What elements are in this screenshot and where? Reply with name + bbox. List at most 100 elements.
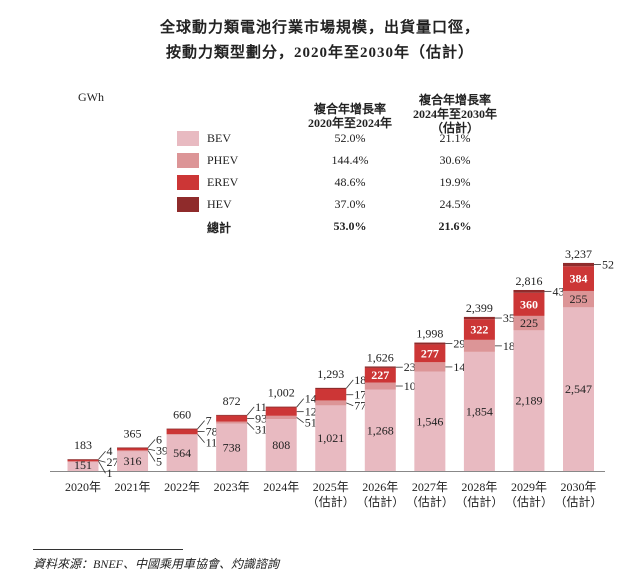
x-tick-label: 2021年 [115, 480, 151, 494]
header-line: （估計） [430, 121, 479, 135]
data-label-bev: 1,854 [466, 404, 493, 418]
source-divider [33, 549, 183, 550]
data-label-bev: 151 [74, 458, 92, 472]
x-tick-label: （估計） [356, 494, 404, 509]
leader-line [345, 379, 354, 389]
bar-erev-7 [414, 344, 446, 363]
total-label: 1,998 [416, 327, 443, 341]
bar-erev-3 [216, 415, 248, 422]
data-label-erev: 93 [255, 412, 267, 426]
leader-line [98, 450, 106, 460]
data-label-phev: 5 [156, 454, 162, 468]
bar-phev-6 [364, 382, 396, 390]
cagr-2024-2030-value: 19.9% [439, 175, 471, 189]
bar-hev-1 [117, 447, 149, 449]
bar-bev-8 [463, 351, 495, 471]
header-line: 2020年至2024年 [307, 116, 392, 130]
data-label-erev: 277 [421, 346, 439, 360]
x-tick-label: （估計） [554, 494, 602, 509]
bar-hev-3 [216, 414, 248, 416]
bar-phev-3 [216, 421, 248, 424]
bar-phev-7 [414, 362, 446, 372]
bar-phev-9 [513, 315, 545, 331]
legend-swatch-hev [177, 197, 199, 212]
data-label-phev: 11 [206, 436, 218, 450]
x-tick-label: （估計） [455, 494, 503, 509]
bar-bev-10 [563, 307, 594, 471]
bar-erev-8 [463, 319, 495, 340]
stacked-bar-chart: 15142711832020年31663953652021年5647781166… [50, 247, 614, 509]
total-label: 2,816 [515, 274, 542, 288]
x-tick-label: 2022年 [164, 480, 200, 494]
bar-phev-10 [563, 290, 594, 308]
total-label: 660 [173, 408, 191, 422]
x-tick-label: （估計） [505, 494, 553, 509]
cagr-2024-2030-value: 30.6% [439, 153, 471, 167]
cagr-header-2024-2030: 複合年增長率 2024年至2030年 （估計） [395, 93, 515, 135]
leader-line [98, 459, 106, 463]
legend-label: EREV [207, 175, 239, 189]
bar-erev-4 [265, 407, 297, 416]
total-label: 365 [124, 426, 142, 440]
data-label-hev: 18 [354, 373, 366, 387]
legend-label: HEV [207, 197, 232, 211]
legend-label: PHEV [207, 153, 239, 167]
data-label-erev: 360 [520, 297, 538, 311]
bar-bev-7 [414, 371, 446, 471]
bar-hev-2 [166, 428, 198, 430]
cagr-2024-2030-value: 24.5% [439, 197, 471, 211]
x-tick-label: 2029年 [511, 480, 547, 494]
cagr-2024-2030-value: 21.1% [439, 131, 471, 145]
data-label-hev: 35 [503, 311, 515, 325]
data-label-hev: 11 [255, 400, 267, 414]
data-label-phev: 255 [570, 292, 588, 306]
data-label-erev: 39 [156, 443, 168, 457]
x-tick-label: （估計） [406, 494, 454, 509]
leader-line [98, 461, 106, 474]
bar-hev-10 [563, 262, 594, 267]
bar-hev-6 [364, 366, 396, 368]
legend-swatch-bev [177, 131, 199, 146]
data-label-phev: 77 [354, 399, 366, 413]
legend-swatch-erev [177, 175, 199, 190]
total-cagr-2020-2024: 53.0% [333, 219, 367, 233]
bar-bev-6 [364, 389, 396, 471]
data-label-erev: 384 [570, 272, 588, 286]
total-label: 1,002 [268, 386, 295, 400]
total-label: 3,237 [565, 247, 592, 261]
bar-phev-5 [315, 400, 347, 406]
leader-line [147, 450, 156, 462]
bar-phev-1 [117, 450, 149, 452]
total-label: 1,293 [317, 367, 344, 381]
data-label-bev: 1,021 [317, 431, 344, 445]
data-label-bev: 1,268 [367, 423, 394, 437]
cagr-2020-2024-value: 37.0% [334, 197, 366, 211]
data-label-hev: 43 [552, 284, 564, 298]
bar-hev-0 [67, 459, 99, 461]
x-tick-label: 2028年 [461, 480, 497, 494]
unit-label: GWh [78, 90, 104, 104]
bar-bev-1 [117, 450, 149, 471]
data-label-hev: 52 [602, 258, 614, 272]
data-label-phev: 1 [107, 466, 113, 480]
header-line: 複合年增長率 [313, 102, 386, 116]
bar-hev-5 [315, 387, 347, 390]
data-label-hev: 23 [404, 360, 416, 374]
bar-bev-2 [166, 434, 198, 471]
bar-erev-6 [364, 367, 396, 383]
bar-phev-0 [67, 461, 99, 463]
data-label-hev: 29 [453, 336, 465, 350]
bar-bev-9 [513, 330, 545, 471]
bar-phev-4 [265, 415, 297, 420]
x-tick-label: 2025年 [313, 480, 349, 494]
data-label-phev: 51 [305, 416, 317, 430]
data-label-phev: 225 [520, 316, 538, 330]
data-label-bev: 738 [223, 440, 241, 454]
cagr-header-2020-2024: 複合年增長率 2020年至2024年 [290, 102, 410, 130]
bar-erev-5 [315, 389, 347, 401]
data-label-hev: 4 [107, 444, 113, 458]
total-label: 183 [74, 438, 92, 452]
data-label-bev: 808 [272, 438, 290, 452]
bar-erev-10 [563, 266, 594, 291]
bar-hev-9 [513, 289, 545, 293]
